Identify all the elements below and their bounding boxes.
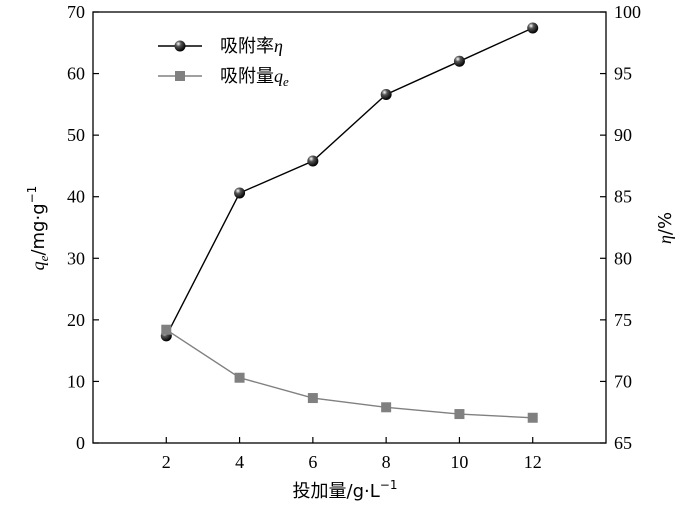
left-tick-label: 60 [67, 64, 85, 84]
series-point [234, 187, 246, 199]
legend-label-rate-var: η [274, 36, 283, 56]
legend-label-capacity-name: 吸附量 [220, 66, 274, 87]
left-axis-title-var: q [28, 261, 48, 270]
series-point [453, 55, 465, 67]
left-axis-title-sup: −1 [25, 186, 39, 204]
plot-frame [92, 11, 607, 444]
series-point [527, 412, 538, 423]
left-tick-label: 20 [67, 310, 85, 330]
x-axis-title: 投加量/g·L−1 [293, 478, 398, 502]
right-axis: 65 70 75 80 85 90 95 100 [600, 2, 641, 453]
legend-label-rate: 吸附率η [220, 36, 283, 57]
right-tick-label: 75 [614, 310, 632, 330]
series-point [307, 155, 319, 167]
series-point [234, 372, 245, 383]
legend-label-rate-name: 吸附率 [220, 36, 274, 57]
x-tick-label: 8 [382, 452, 391, 472]
legend: 吸附率η 吸附量qe [158, 36, 289, 89]
series-point [161, 324, 172, 335]
left-axis: 0 10 20 30 40 50 60 70 [67, 2, 99, 453]
left-tick-label: 30 [67, 248, 85, 268]
series-point [307, 393, 318, 404]
legend-marker-capacity [175, 71, 185, 81]
left-axis-title: qe/mg·g−1 [25, 186, 51, 271]
x-axis-title-sup: −1 [380, 478, 398, 492]
x-tick-label: 6 [308, 452, 317, 472]
left-axis-title-unit: /mg·g [28, 203, 49, 255]
right-tick-label: 65 [614, 433, 632, 453]
left-tick-label: 70 [67, 2, 85, 22]
x-axis: 2 4 6 8 10 12 [162, 437, 542, 472]
right-tick-label: 85 [614, 187, 632, 207]
right-axis-title: η/% [655, 212, 676, 244]
left-axis-title-sub: e [36, 255, 51, 261]
series-layer [160, 22, 539, 423]
left-tick-label: 40 [67, 187, 85, 207]
left-tick-label: 50 [67, 125, 85, 145]
series-point [380, 89, 392, 101]
series-point [381, 402, 392, 413]
series-point [454, 409, 465, 420]
right-tick-label: 95 [614, 64, 632, 84]
x-tick-label: 2 [162, 452, 171, 472]
series-point [527, 22, 539, 34]
x-tick-label: 10 [450, 452, 468, 472]
right-tick-label: 100 [614, 2, 641, 22]
right-tick-label: 90 [614, 125, 632, 145]
x-tick-label: 12 [524, 452, 542, 472]
series-line-1 [165, 329, 533, 419]
x-tick-label: 4 [235, 452, 244, 472]
right-axis-title-unit: /% [655, 212, 676, 235]
x-axis-title-text: 投加量/g·L [293, 481, 380, 502]
right-axis-title-var: η [655, 235, 675, 244]
legend-label-capacity: 吸附量qe [220, 66, 289, 89]
right-tick-label: 80 [614, 248, 632, 268]
left-tick-label: 0 [76, 433, 85, 453]
legend-marker-rate [174, 40, 186, 52]
series-line-0 [165, 27, 533, 337]
legend-label-capacity-sub: e [283, 74, 289, 89]
right-tick-label: 70 [614, 371, 632, 391]
legend-label-capacity-var: q [274, 66, 283, 86]
left-tick-label: 10 [67, 371, 85, 391]
